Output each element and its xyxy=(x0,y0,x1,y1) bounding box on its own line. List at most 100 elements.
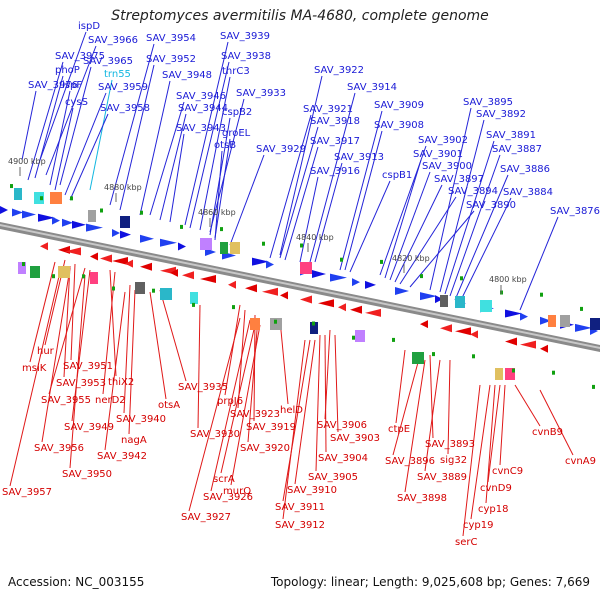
gene-forward[interactable] xyxy=(205,248,216,257)
gene-label-bottom[interactable]: SAV_3911 xyxy=(275,502,325,513)
gene-label-top[interactable]: SAV_3944 xyxy=(178,103,228,114)
gene-label-top[interactable]: SAV_3946 xyxy=(176,91,226,102)
gene-reverse[interactable] xyxy=(58,245,70,254)
gene-reverse[interactable] xyxy=(280,291,288,300)
gene-label-bottom[interactable]: SAV_3889 xyxy=(417,472,467,483)
gene-feature-box[interactable] xyxy=(90,272,98,284)
gene-forward[interactable] xyxy=(266,260,274,269)
gene-feature-box[interactable] xyxy=(135,282,145,294)
gene-feature-box[interactable] xyxy=(590,318,600,330)
gene-forward[interactable] xyxy=(252,257,269,266)
gene-label-bottom[interactable]: SAV_3898 xyxy=(397,493,447,504)
gene-label-bottom[interactable]: cyp19 xyxy=(463,520,494,531)
gene-reverse[interactable] xyxy=(420,320,428,329)
gene-feature-box[interactable] xyxy=(355,330,365,342)
gene-feature-box[interactable] xyxy=(18,262,26,274)
gene-label-bottom[interactable]: murQ xyxy=(223,486,251,497)
gene-reverse[interactable] xyxy=(350,305,362,314)
gene-label-top[interactable]: SAV_3958 xyxy=(100,103,150,114)
gene-label-top[interactable]: SAV_3959 xyxy=(98,82,148,93)
gene-label-top[interactable]: cspB1 xyxy=(382,170,412,181)
gene-label-top[interactable]: SAV_3909 xyxy=(374,100,424,111)
gene-label-bottom[interactable]: SAV_3955 xyxy=(41,395,91,406)
gene-forward[interactable] xyxy=(120,230,131,239)
gene-label-bottom[interactable]: otsA xyxy=(158,400,180,411)
gene-label-top[interactable]: SAV_3894 xyxy=(448,186,498,197)
gene-feature-box[interactable] xyxy=(412,352,424,364)
gene-label-bottom[interactable]: SAV_3910 xyxy=(287,485,337,496)
gene-reverse[interactable] xyxy=(365,308,381,317)
gene-forward[interactable] xyxy=(62,218,73,227)
gene-reverse[interactable] xyxy=(505,337,517,346)
gene-label-bottom[interactable]: sig32 xyxy=(440,455,467,466)
gene-label-bottom[interactable]: SAV_3906 xyxy=(317,420,367,431)
gene-reverse[interactable] xyxy=(65,247,81,256)
gene-feature-box[interactable] xyxy=(120,216,130,228)
gene-label-top[interactable]: SAV_3916 xyxy=(310,166,360,177)
gene-label-top[interactable]: SAV_3902 xyxy=(418,135,468,146)
gene-label-top[interactable]: SAV_3965 xyxy=(83,56,133,67)
gene-label-top[interactable]: otsB xyxy=(214,140,236,151)
gene-label-top[interactable]: SAV_3966 xyxy=(88,35,138,46)
gene-forward[interactable] xyxy=(435,295,443,304)
gene-label-bottom[interactable]: cvnA9 xyxy=(565,456,596,467)
gene-feature-box[interactable] xyxy=(160,288,172,300)
gene-label-top[interactable]: SAV_3887 xyxy=(492,144,542,155)
gene-reverse[interactable] xyxy=(338,303,346,312)
gene-feature-box[interactable] xyxy=(250,318,260,330)
gene-forward[interactable] xyxy=(160,238,177,247)
gene-label-top[interactable]: SAV_3876 xyxy=(550,206,600,217)
gene-feature-box[interactable] xyxy=(495,368,503,380)
gene-reverse[interactable] xyxy=(140,262,152,271)
gene-label-bottom[interactable]: SAV_3949 xyxy=(64,422,114,433)
gene-label-bottom[interactable]: cvnD9 xyxy=(480,483,512,494)
gene-reverse[interactable] xyxy=(90,252,98,261)
gene-reverse[interactable] xyxy=(245,284,257,293)
gene-feature-box[interactable] xyxy=(310,322,318,334)
gene-label-bottom[interactable]: SAV_3930 xyxy=(190,429,240,440)
gene-forward[interactable] xyxy=(72,220,86,229)
gene-reverse[interactable] xyxy=(170,268,178,277)
gene-label-bottom[interactable]: SAV_3905 xyxy=(308,472,358,483)
gene-label-bottom[interactable]: hur xyxy=(37,346,55,357)
gene-label-top[interactable]: SAV_3891 xyxy=(486,130,536,141)
gene-forward[interactable] xyxy=(330,273,347,282)
gene-label-top[interactable]: SAV_3908 xyxy=(374,120,424,131)
gene-label-top[interactable]: SAV_3884 xyxy=(503,187,553,198)
gene-label-bottom[interactable]: nerD2 xyxy=(95,395,126,406)
gene-forward[interactable] xyxy=(112,228,120,237)
gene-feature-box[interactable] xyxy=(230,242,240,254)
gene-forward[interactable] xyxy=(22,210,36,219)
gene-label-top[interactable]: SAV_3914 xyxy=(347,82,397,93)
gene-feature-box[interactable] xyxy=(455,296,465,308)
gene-reverse[interactable] xyxy=(125,259,133,268)
gene-forward[interactable] xyxy=(395,286,409,295)
gene-label-bottom[interactable]: SAV_3942 xyxy=(97,451,147,462)
gene-label-bottom[interactable]: cyp18 xyxy=(478,504,509,515)
gene-label-bottom[interactable]: SAV_3935 xyxy=(178,382,228,393)
gene-label-top[interactable]: SAV_3913 xyxy=(334,152,384,163)
gene-label-top[interactable]: ispF xyxy=(62,80,82,91)
gene-feature-box[interactable] xyxy=(14,188,22,200)
gene-feature-box[interactable] xyxy=(480,300,492,312)
gene-label-top[interactable]: SAV_3976 xyxy=(28,80,78,91)
gene-feature-box[interactable] xyxy=(548,315,556,327)
gene-feature-box[interactable] xyxy=(88,210,96,222)
gene-label-bottom[interactable]: SAV_3956 xyxy=(34,443,84,454)
gene-label-bottom[interactable]: prpJ6 xyxy=(217,396,243,407)
gene-label-bottom[interactable]: SAV_3904 xyxy=(318,453,368,464)
gene-label-top[interactable]: SAV_3954 xyxy=(146,33,196,44)
gene-reverse[interactable] xyxy=(455,327,471,336)
gene-forward[interactable] xyxy=(505,309,522,318)
gene-feature-box[interactable] xyxy=(30,266,40,278)
gene-feature-box[interactable] xyxy=(270,318,282,330)
gene-label-bottom[interactable]: helD xyxy=(280,405,303,416)
gene-label-bottom[interactable]: SAV_3927 xyxy=(181,512,231,523)
gene-label-top[interactable]: SAV_3892 xyxy=(476,109,526,120)
gene-label-bottom[interactable]: scrA xyxy=(213,474,235,485)
gene-label-bottom[interactable]: SAV_3903 xyxy=(330,433,380,444)
gene-label-bottom[interactable]: SAV_3893 xyxy=(425,439,475,450)
gene-feature-box[interactable] xyxy=(560,315,570,327)
gene-label-top[interactable]: SAV_3939 xyxy=(220,31,270,42)
gene-forward[interactable] xyxy=(352,278,360,287)
